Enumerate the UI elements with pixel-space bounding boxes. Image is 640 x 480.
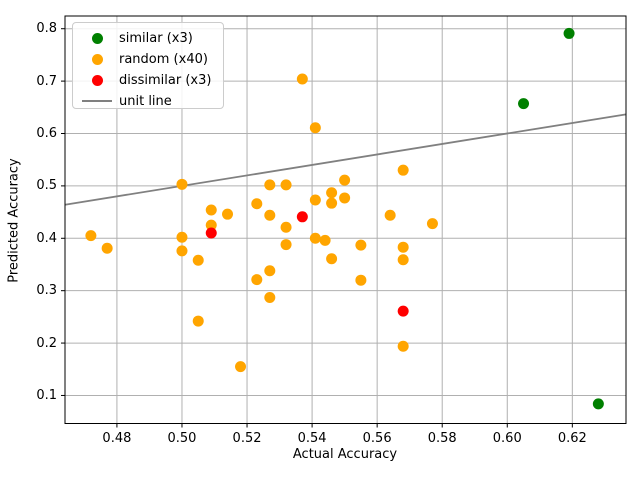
scatter-point-series-1 xyxy=(205,204,217,216)
scatter-point-series-1 xyxy=(251,274,263,286)
scatter-point-series-1 xyxy=(339,174,351,186)
scatter-point-series-1 xyxy=(264,209,276,221)
scatter-point-series-1 xyxy=(176,231,188,243)
legend-line-icon xyxy=(82,100,112,102)
y-tick-label: 0.8 xyxy=(36,21,57,37)
legend-item-label: unit line xyxy=(119,93,172,109)
scatter-point-series-1 xyxy=(205,219,217,231)
x-tick-label: 0.50 xyxy=(167,430,197,446)
scatter-point-series-0 xyxy=(518,98,530,110)
legend-item-label: random (x40) xyxy=(119,51,208,67)
legend-dot-icon xyxy=(82,32,112,44)
unit-line xyxy=(64,113,627,206)
scatter-point-series-1 xyxy=(85,230,97,242)
scatter-point-series-1 xyxy=(397,340,409,352)
legend: similar (x3) random (x40) dissimilar (x3) u… xyxy=(72,22,224,109)
scatter-point-series-1 xyxy=(222,208,234,220)
y-tick-label: 0.3 xyxy=(36,283,57,299)
y-tick-label: 0.5 xyxy=(36,178,57,194)
legend-item-label: dissimilar (x3) xyxy=(119,72,212,88)
scatter-point-series-1 xyxy=(251,198,263,210)
y-tick-label: 0.2 xyxy=(36,335,57,351)
scatter-point-series-1 xyxy=(280,239,292,251)
scatter-point-series-1 xyxy=(309,122,321,134)
scatter-point-series-1 xyxy=(296,73,308,85)
y-tick-label: 0.1 xyxy=(36,387,57,403)
scatter-point-series-1 xyxy=(101,242,113,254)
scatter-point-series-1 xyxy=(280,221,292,233)
scatter-point-series-2 xyxy=(397,305,409,317)
x-axis-label: Actual Accuracy xyxy=(292,447,398,462)
scatter-point-series-1 xyxy=(326,253,338,265)
scatter-point-series-1 xyxy=(319,234,331,246)
legend-item: similar (x3) xyxy=(73,28,223,48)
y-tick-label: 0.6 xyxy=(36,125,57,141)
scatter-point-series-1 xyxy=(397,241,409,253)
scatter-point-series-1 xyxy=(264,291,276,303)
scatter-point-series-1 xyxy=(192,254,204,266)
scatter-point-series-1 xyxy=(309,232,321,244)
legend-item-label: similar (x3) xyxy=(119,30,193,46)
x-tick-label: 0.48 xyxy=(102,430,132,446)
scatter-point-series-1 xyxy=(192,315,204,327)
scatter-point-series-0 xyxy=(592,398,604,410)
legend-dot-icon xyxy=(82,74,112,86)
x-tick-label: 0.52 xyxy=(232,430,262,446)
scatter-point-series-2 xyxy=(296,211,308,223)
scatter-point-series-1 xyxy=(309,194,321,206)
x-tick-label: 0.58 xyxy=(427,430,457,446)
scatter-point-series-1 xyxy=(355,274,367,286)
x-tick-label: 0.54 xyxy=(297,430,327,446)
scatter-point-series-1 xyxy=(384,209,396,221)
scatter-point-series-1 xyxy=(426,218,438,230)
legend-dot-icon xyxy=(82,53,112,65)
legend-item: unit line xyxy=(73,91,223,111)
scatter-point-series-1 xyxy=(264,179,276,191)
x-tick-label: 0.60 xyxy=(492,430,522,446)
scatter-point-series-1 xyxy=(176,245,188,257)
scatter-point-series-1 xyxy=(326,197,338,209)
legend-item: dissimilar (x3) xyxy=(73,70,223,90)
scatter-point-series-1 xyxy=(326,187,338,199)
scatter-point-series-1 xyxy=(355,239,367,251)
y-tick-label: 0.4 xyxy=(36,230,57,246)
legend-item: random (x40) xyxy=(73,49,223,69)
x-tick-label: 0.62 xyxy=(557,430,587,446)
y-tick-label: 0.7 xyxy=(36,73,57,89)
scatter-point-series-1 xyxy=(280,179,292,191)
scatter-point-series-1 xyxy=(397,164,409,176)
scatter-point-series-2 xyxy=(205,227,217,239)
axes-spines xyxy=(64,15,627,424)
scatter-point-series-1 xyxy=(235,361,247,373)
scatter-point-series-0 xyxy=(563,27,575,39)
scatter-point-series-1 xyxy=(264,265,276,277)
scatter-point-series-1 xyxy=(339,192,351,204)
x-tick-label: 0.56 xyxy=(362,430,392,446)
scatter-point-series-1 xyxy=(397,254,409,266)
scatter-point-series-1 xyxy=(176,178,188,190)
